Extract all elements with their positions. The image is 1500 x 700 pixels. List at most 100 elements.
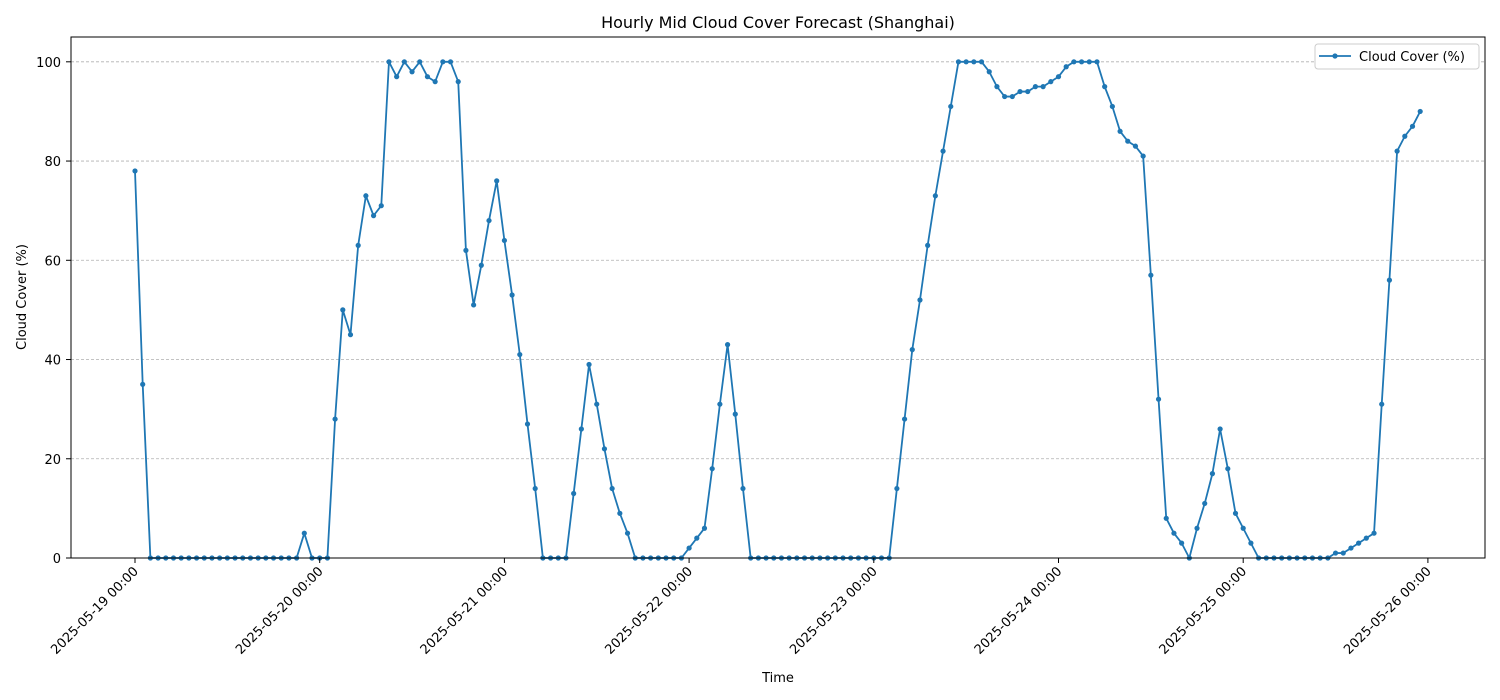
data-point [917, 297, 923, 303]
x-axis-label: Time [761, 671, 794, 686]
data-point [355, 242, 361, 248]
plot-frame [70, 36, 1486, 559]
data-point [1386, 277, 1393, 283]
data-point [932, 193, 938, 199]
data-point [478, 262, 484, 268]
data-point [532, 485, 538, 492]
data-point [994, 84, 1000, 90]
data-point [1402, 133, 1408, 139]
data-point [571, 490, 577, 497]
data-point [1025, 88, 1031, 95]
data-point [378, 203, 384, 209]
data-point [901, 416, 908, 422]
data-point [509, 292, 515, 298]
chart-title: Hourly Mid Cloud Cover Forecast (Shangha… [601, 13, 955, 32]
x-tick-label: 2025-05-22 00:00 [602, 564, 695, 657]
data-point [524, 421, 531, 427]
data-point [1155, 396, 1162, 402]
data-point [394, 74, 400, 80]
y-tick-label: 100 [36, 56, 61, 71]
data-point [501, 237, 507, 244]
x-tick-label: 2025-05-19 00:00 [48, 564, 141, 657]
data-point [1332, 550, 1339, 556]
data-point [1394, 148, 1400, 154]
series-line [134, 60, 1421, 559]
legend-label: Cloud Cover (%) [1359, 50, 1465, 65]
data-point [1248, 540, 1254, 546]
data-point [1009, 93, 1015, 100]
x-tick-label: 2025-05-26 00:00 [1341, 564, 1434, 657]
legend-marker [1332, 53, 1338, 59]
plot-area [132, 59, 1423, 561]
data-point [594, 401, 600, 407]
data-point [1078, 59, 1085, 65]
data-point [1209, 471, 1216, 477]
data-point [1148, 272, 1154, 278]
data-point [1240, 525, 1246, 531]
y-tick-label: 80 [44, 155, 61, 170]
data-point [1379, 401, 1385, 407]
data-point [1194, 525, 1200, 531]
data-point [386, 59, 392, 65]
data-point [363, 193, 369, 199]
data-point [424, 74, 431, 80]
data-point [1102, 84, 1108, 90]
y-tick-label: 40 [44, 354, 61, 369]
y-tick-label: 20 [44, 453, 61, 468]
data-point [609, 485, 615, 492]
data-point [1086, 59, 1092, 65]
data-point [601, 446, 608, 452]
data-point [909, 347, 915, 353]
data-point [724, 342, 731, 348]
data-point [447, 59, 454, 65]
legend: Cloud Cover (%) [1314, 43, 1480, 70]
data-point [1225, 466, 1231, 472]
data-point [1217, 426, 1223, 432]
data-point [1048, 79, 1054, 85]
data-point [971, 59, 977, 65]
data-point [1040, 84, 1046, 90]
data-point [1109, 103, 1115, 110]
data-point [1002, 93, 1008, 100]
data-point [494, 178, 500, 184]
data-point [694, 535, 700, 541]
data-point [1117, 128, 1123, 134]
data-point [717, 401, 723, 407]
data-point [617, 510, 623, 516]
data-point [401, 59, 407, 65]
data-point [409, 69, 415, 75]
data-point [955, 59, 962, 65]
y-axis-label: Cloud Cover (%) [15, 244, 30, 350]
y-axis-ticks: 0 20 40 60 80 100 [36, 56, 71, 567]
data-point [1371, 530, 1377, 536]
legend-box [1314, 43, 1480, 70]
y-tick-label: 0 [53, 552, 61, 567]
data-point [1132, 143, 1139, 149]
x-tick-label: 2025-05-20 00:00 [233, 564, 326, 657]
data-point [732, 411, 738, 417]
data-point [455, 79, 461, 85]
data-point [986, 69, 992, 75]
data-point [132, 168, 138, 174]
data-point [1363, 535, 1369, 541]
data-point [1071, 59, 1077, 65]
data-point [925, 242, 931, 248]
x-axis-ticks: 2025-05-19 00:00 2025-05-20 00:00 2025-05-… [48, 558, 1435, 658]
data-point [1163, 515, 1169, 521]
data-point [1348, 545, 1354, 551]
data-point [332, 416, 338, 422]
data-point [370, 213, 377, 219]
data-point [1202, 500, 1208, 507]
data-point [432, 79, 438, 85]
data-point [686, 545, 692, 551]
data-point [463, 247, 469, 253]
data-point [471, 302, 477, 308]
data-point [1125, 138, 1131, 144]
data-point [1356, 540, 1362, 546]
data-point [440, 59, 446, 65]
data-point [1171, 530, 1177, 536]
data-point [340, 307, 346, 313]
data-point [1179, 540, 1185, 546]
data-point [417, 59, 423, 65]
